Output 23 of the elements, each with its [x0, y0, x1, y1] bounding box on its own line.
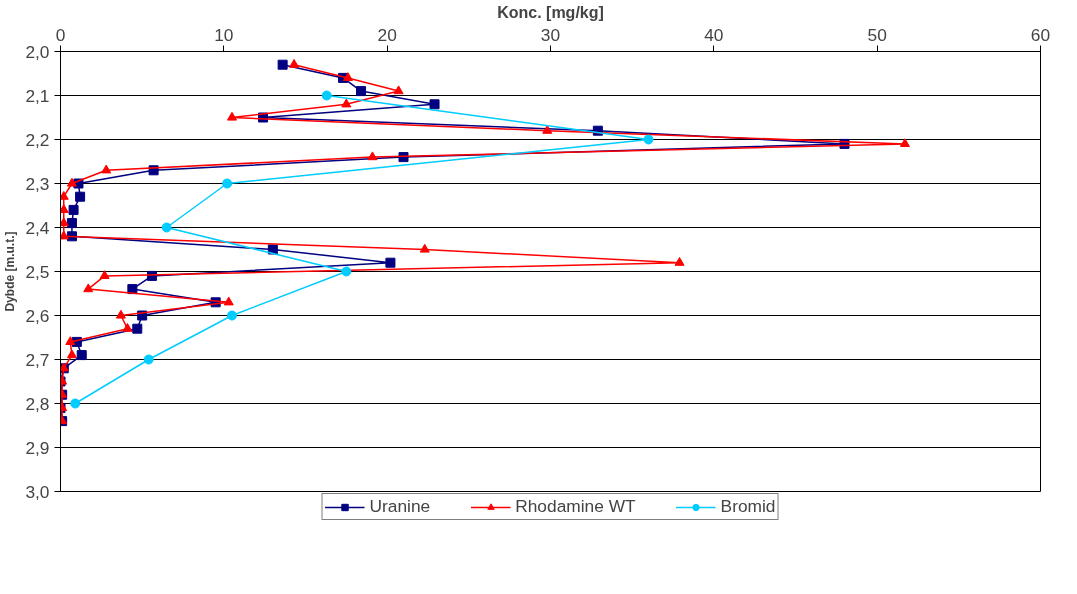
- y-tick-label: 2,3: [25, 173, 50, 194]
- y-tick-label: 2,2: [25, 129, 50, 150]
- legend-label: Uranine: [369, 496, 431, 517]
- x-tick-label: 50: [867, 24, 887, 45]
- x-axis-title: Konc. [mg/kg]: [497, 3, 604, 21]
- x-tick-label: 60: [1030, 24, 1051, 45]
- legend-label: Bromid: [720, 496, 776, 517]
- y-tick-label: 2,0: [25, 41, 50, 62]
- x-tick-label: 10: [214, 24, 234, 45]
- y-tick-label: 2,8: [25, 393, 50, 414]
- y-tick-label: 2,1: [25, 85, 50, 106]
- x-tick-label: 40: [704, 24, 724, 45]
- y-tick-label: 2,5: [25, 261, 50, 282]
- y-tick-label: 2,7: [25, 349, 50, 370]
- y-tick-label: 3,0: [25, 481, 50, 502]
- y-tick-label: 2,9: [25, 437, 50, 458]
- legend-label: Rhodamine WT: [515, 496, 636, 517]
- x-tick-label: 20: [377, 24, 397, 45]
- x-tick-label: 30: [540, 24, 561, 45]
- y-tick-label: 2,6: [25, 305, 50, 326]
- y-axis-title: Dybde [m.u.t.]: [3, 231, 18, 312]
- x-tick-label: 0: [55, 24, 66, 45]
- y-tick-label: 2,4: [25, 217, 50, 238]
